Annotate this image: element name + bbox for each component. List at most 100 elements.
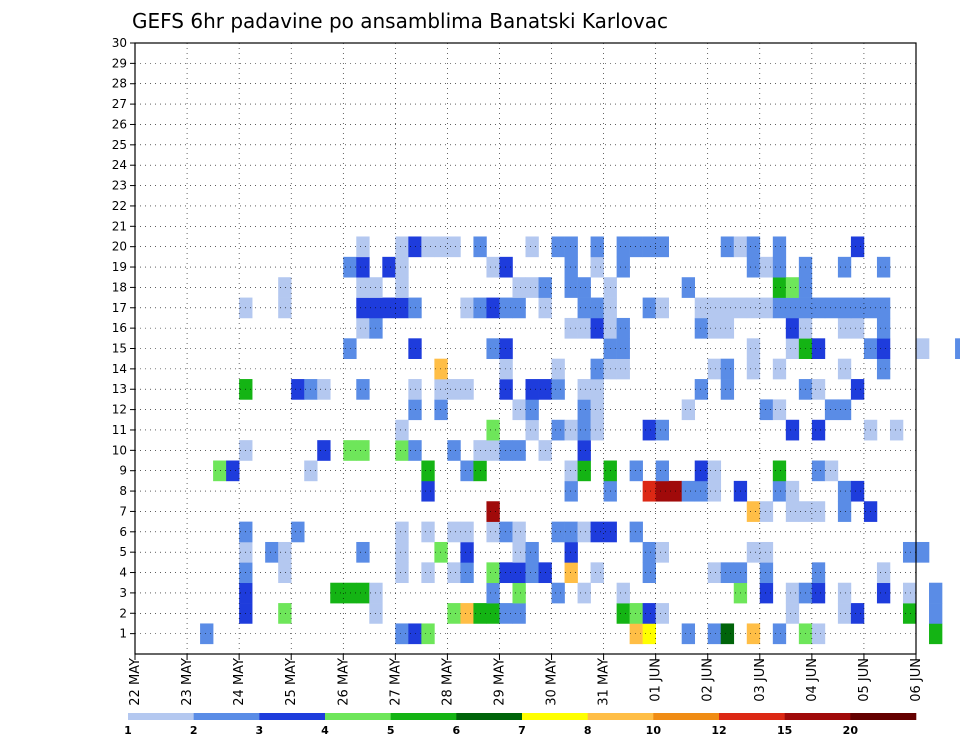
x-tick-label: 29 MAY (492, 658, 507, 706)
heatmap-cell (278, 603, 292, 624)
heatmap-cell (707, 358, 722, 380)
heatmap-cell (720, 562, 735, 584)
heatmap-cell (486, 501, 500, 522)
heatmap-cell (811, 338, 826, 359)
heatmap-cell (694, 297, 709, 319)
heatmap-cell (382, 256, 396, 278)
heatmap-cell (629, 521, 643, 543)
y-tick-label: 29 (112, 56, 127, 70)
legend-swatch (128, 713, 194, 720)
heatmap-cell (434, 541, 448, 563)
legend-label: 1 (124, 724, 132, 737)
heatmap-cell (889, 419, 904, 441)
heatmap-cell (551, 236, 565, 258)
heatmap-cell (590, 236, 604, 258)
heatmap-cell (616, 338, 630, 359)
x-tick-label: 24 MAY (232, 658, 247, 706)
heatmap-cell (564, 460, 578, 482)
heatmap-cell (772, 399, 787, 421)
heatmap-cell (590, 358, 604, 380)
colorbar-legend: 1 2 3 4 5 6 7 8 10 12 15 20 (124, 713, 917, 737)
heatmap-cell (564, 562, 578, 584)
heatmap-cell (772, 277, 787, 298)
heatmap-cell (564, 317, 578, 339)
heatmap-cell (551, 521, 565, 543)
y-tick-label: 2 (119, 606, 127, 620)
heatmap-cell (746, 297, 761, 319)
y-tick-label: 11 (112, 423, 127, 437)
y-tick-label: 18 (112, 280, 127, 294)
x-tick-label: 05 JUN (857, 658, 872, 702)
heatmap-cell (512, 582, 526, 604)
heatmap-cell (512, 562, 526, 584)
heatmap-cell (551, 379, 565, 400)
heatmap-cell (759, 541, 774, 563)
heatmap-cell (434, 399, 448, 421)
heatmap-cell (590, 379, 604, 400)
heatmap-cell (902, 603, 917, 624)
heatmap-cell (512, 277, 526, 298)
heatmap-cell (551, 358, 565, 380)
heatmap-cell (590, 521, 604, 543)
heatmap-cell (590, 399, 604, 421)
heatmap-cell (447, 521, 461, 543)
y-tick-label: 15 (112, 342, 127, 356)
y-tick-label: 8 (119, 484, 127, 498)
heatmap-cell (746, 236, 761, 258)
heatmap-cell (486, 440, 500, 461)
y-tick-label: 20 (112, 240, 127, 254)
heatmap-cell (720, 236, 735, 258)
heatmap-cell (720, 358, 735, 380)
heatmap-cell (811, 582, 826, 604)
heatmap-cell (616, 603, 630, 624)
heatmap-cell (837, 501, 852, 522)
heatmap-cell (876, 562, 891, 584)
heatmap-cell (395, 256, 409, 278)
legend-swatch (719, 713, 785, 720)
heatmap-cell (499, 379, 513, 400)
heatmap-cell (694, 480, 709, 502)
legend-label: 12 (711, 724, 726, 737)
heatmap-cell (343, 440, 357, 461)
heatmap-cell (759, 399, 774, 421)
y-tick-label: 1 (119, 627, 127, 641)
legend-swatch (456, 713, 523, 720)
heatmap-cell (772, 358, 787, 380)
heatmap-cell (486, 603, 500, 624)
heatmap-cell (577, 460, 591, 482)
heatmap-cell (590, 297, 604, 319)
heatmap-cell (811, 379, 826, 400)
heatmap-cell (525, 236, 539, 258)
heatmap-cell (577, 419, 591, 441)
heatmap-cell (564, 236, 578, 258)
heatmap-cell (525, 399, 539, 421)
heatmap-cell (629, 603, 643, 624)
heatmap-cell (512, 399, 526, 421)
grid-layer (135, 43, 916, 654)
heatmap-cell (655, 236, 669, 258)
legend-swatch (522, 713, 588, 720)
heatmap-cell (499, 338, 513, 359)
heatmap-cell (655, 460, 669, 482)
heatmap-cell (564, 256, 578, 278)
legend-swatch (259, 713, 326, 720)
heatmap-cell (746, 541, 761, 563)
heatmap-cell (343, 582, 357, 604)
legend-label: 6 (453, 724, 461, 737)
heatmap-cell (421, 236, 435, 258)
heatmap-cell (720, 297, 735, 319)
heatmap-cell (785, 277, 800, 298)
heatmap-cell (226, 460, 240, 482)
heatmap-cell (200, 623, 214, 645)
heatmap-cell (213, 460, 227, 482)
heatmap-cell (811, 460, 826, 482)
heatmap-cell (837, 256, 852, 278)
heatmap-cell (616, 358, 630, 380)
heatmap-cell (772, 236, 787, 258)
heatmap-cell (486, 297, 500, 319)
legend-label: 3 (256, 724, 264, 737)
heatmap-cell (486, 338, 500, 359)
heatmap-cell (499, 440, 513, 461)
y-tick-label: 30 (112, 36, 127, 50)
heatmap-cell (486, 562, 500, 584)
